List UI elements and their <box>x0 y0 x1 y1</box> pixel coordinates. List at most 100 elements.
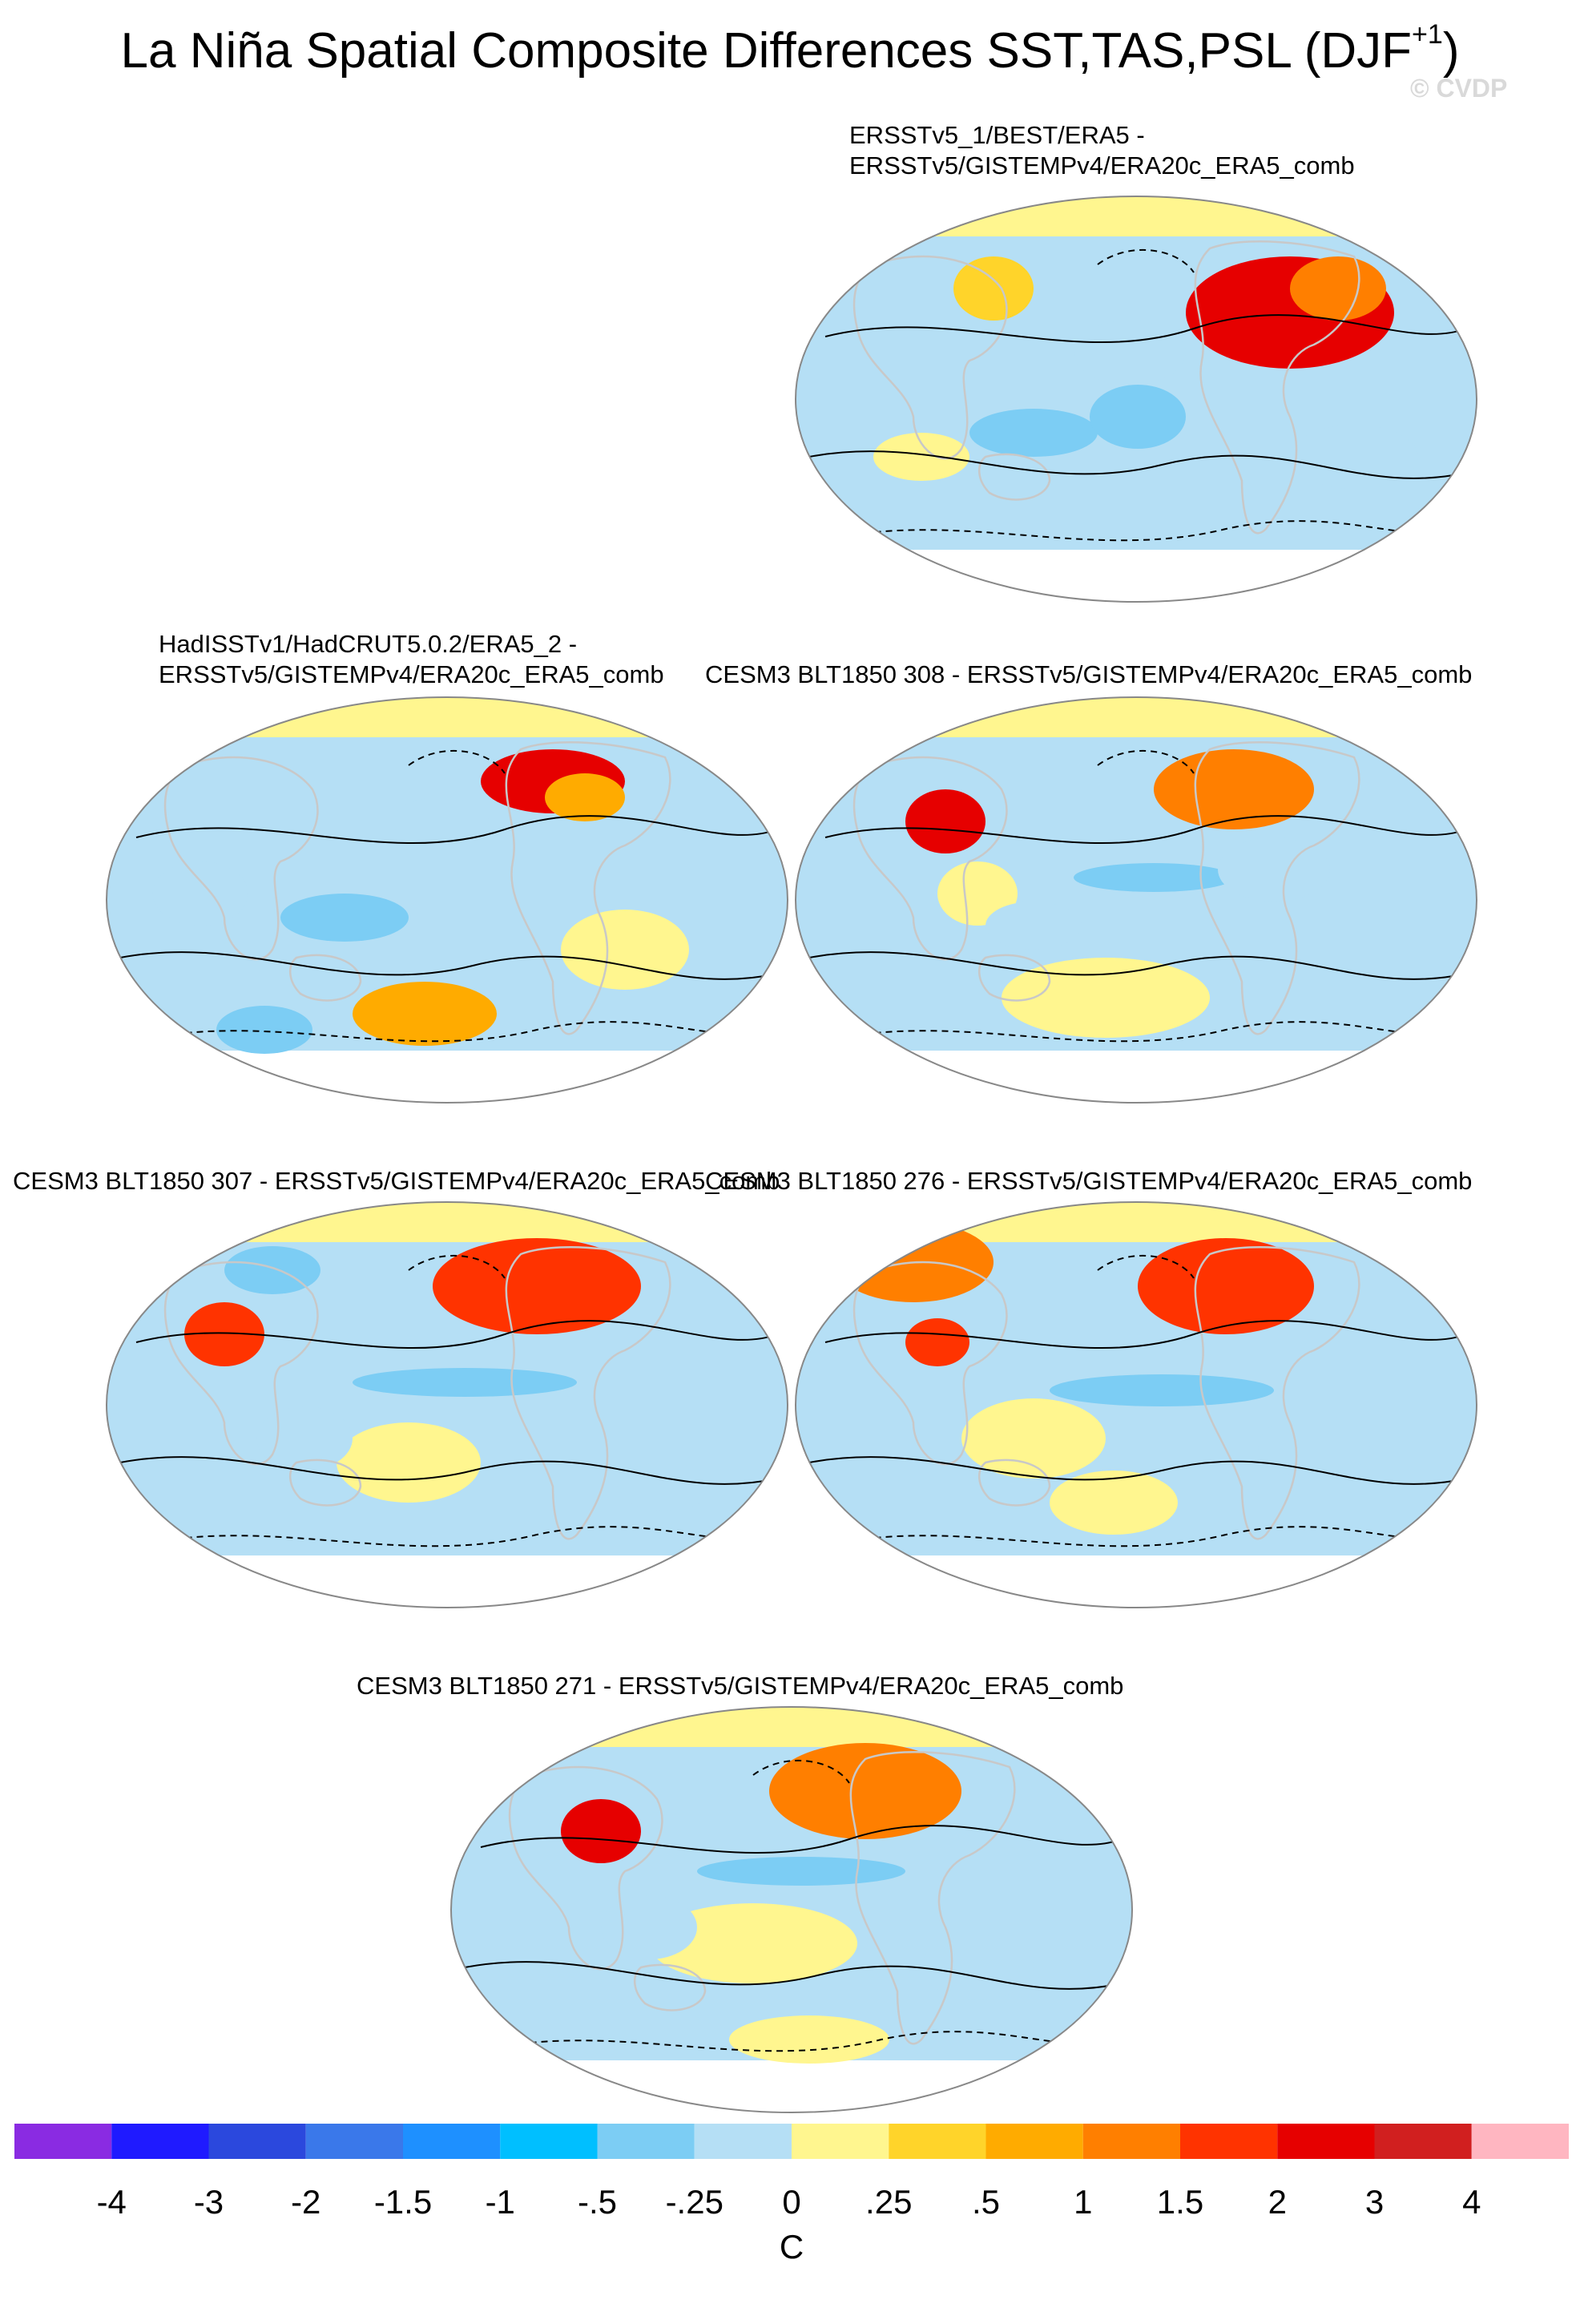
anomaly-region-2 <box>1290 256 1386 321</box>
colorbar-swatch-2 <box>111 2124 209 2159</box>
anomaly-region-3 <box>353 982 497 1046</box>
coastline-2 <box>163 756 319 961</box>
panel-4-title: CESM3 BLT1850 307 - ERSSTv5/GISTEMPv4/ER… <box>13 1167 780 1195</box>
arctic-band <box>796 697 1477 737</box>
colorbar-swatch-3 <box>208 2124 306 2159</box>
psl-contour-1 <box>135 1320 778 1350</box>
colorbar-swatch-14 <box>1277 2124 1375 2159</box>
anomaly-region-2 <box>769 1743 961 1839</box>
psl-contour-1 <box>480 1825 1123 1854</box>
colorbar-swatch-16 <box>1471 2124 1569 2159</box>
anomaly-region-5 <box>1050 1374 1274 1406</box>
psl-contour-4 <box>1097 1254 1195 1279</box>
colorbar-swatch-11 <box>985 2124 1083 2159</box>
coastline-1 <box>1194 741 1360 1035</box>
colorbar-tick-label: -2 <box>291 2183 320 2221</box>
coastline-1 <box>505 741 671 1035</box>
panel-3-title: CESM3 BLT1850 308 - ERSSTv5/GISTEMPv4/ER… <box>705 660 1473 688</box>
psl-contour-2 <box>808 1456 1467 1485</box>
coastline-3 <box>289 954 362 1002</box>
antarctic-band <box>451 2060 1132 2112</box>
antarctic-band <box>107 1051 788 1103</box>
coastline-3 <box>978 1459 1051 1507</box>
anomaly-region-6 <box>985 902 1082 950</box>
anomaly-region-7 <box>224 1246 320 1294</box>
panel-1-title: ERSSTv5_1/BEST/ERA5 - ERSSTv5/GISTEMPv4/… <box>849 121 1355 180</box>
map-frame <box>795 196 1477 603</box>
coastline-2 <box>852 1261 1008 1466</box>
anomaly-region-7 <box>393 797 489 845</box>
antarctic-band <box>796 550 1477 602</box>
anomaly-region-2 <box>184 1302 264 1366</box>
colorbar-tick-label: 1.5 <box>1157 2183 1203 2221</box>
panel-5-title: CESM3 BLT1850 276 - ERSSTv5/GISTEMPv4/ER… <box>705 1167 1473 1195</box>
map-frame <box>450 1706 1133 2113</box>
psl-contour-3 <box>151 1021 762 1043</box>
colorbar: -4 -3 -2 -1.5 -1 -.5 -.25 0 .25 .5 1 1.5 2 3 4 C <box>14 2124 1569 2265</box>
anomaly-region-3 <box>649 1903 857 1983</box>
colorbar-tick-label: -1.5 <box>374 2183 432 2221</box>
anomaly-region-4 <box>961 1398 1106 1479</box>
anomaly-region-7 <box>873 433 969 481</box>
coastline-2 <box>852 756 1008 961</box>
colorbar-swatch-10 <box>889 2124 986 2159</box>
map-background <box>796 697 1477 1103</box>
colorbar-tick-label: 4 <box>1462 2183 1481 2221</box>
colorbar-unit-label: C <box>780 2228 804 2265</box>
psl-contour-1 <box>824 314 1467 344</box>
antarctic-band <box>796 1051 1477 1103</box>
panel-3-map <box>795 696 1477 1103</box>
arctic-band <box>107 1202 788 1242</box>
coastline-2 <box>163 1261 319 1466</box>
panel-6-map <box>450 1706 1133 2113</box>
anomaly-region-6 <box>921 1935 1034 1999</box>
anomaly-region-5 <box>256 1406 353 1471</box>
psl-contour-1 <box>824 815 1467 845</box>
anomaly-region-6 <box>1290 425 1418 489</box>
colorbar-swatch-12 <box>1082 2124 1180 2159</box>
colorbar-tick-label: -.25 <box>666 2183 723 2221</box>
psl-contour-2 <box>808 450 1467 479</box>
panel-2-title: HadISSTv1/HadCRUT5.0.2/ERA5_2 - ERSSTv5/… <box>159 630 664 688</box>
psl-contour-2 <box>119 951 778 980</box>
panel-1-map <box>795 196 1477 603</box>
colorbar-tick-label: -4 <box>97 2183 127 2221</box>
arctic-band <box>107 697 788 737</box>
panel-2-map <box>106 696 788 1103</box>
coastline-1 <box>1194 1246 1360 1540</box>
psl-contour-4 <box>1097 248 1195 273</box>
anomaly-region-7 <box>1050 1471 1178 1535</box>
anomaly-region-6 <box>617 1463 713 1511</box>
psl-contour-2 <box>119 1456 778 1485</box>
arctic-band <box>796 1202 1477 1242</box>
coastline-2 <box>852 255 1008 460</box>
anomaly-region-8 <box>1074 321 1186 385</box>
colorbar-swatch-13 <box>1180 2124 1278 2159</box>
panel-6-title: CESM3 BLT1850 271 - ERSSTv5/GISTEMPv4/ER… <box>357 1672 1124 1700</box>
psl-contour-2 <box>808 951 1467 980</box>
psl-contour-3 <box>151 1526 762 1547</box>
coastline-1 <box>849 1751 1016 2045</box>
colorbar-tick-label: 0 <box>782 2183 800 2221</box>
figure-title: La Niña Spatial Composite Differences SS… <box>120 19 1460 79</box>
anomaly-region-4 <box>697 1857 905 1886</box>
anomaly-region-4 <box>561 910 689 990</box>
colorbar-tick-label: 2 <box>1268 2183 1287 2221</box>
colorbar-swatch-6 <box>500 2124 598 2159</box>
coastline-3 <box>634 1963 707 2011</box>
anomaly-region-1 <box>561 1799 641 1863</box>
anomaly-region-4 <box>353 1368 577 1397</box>
psl-contour-3 <box>840 520 1451 542</box>
coastline-3 <box>978 453 1051 501</box>
anomaly-region-6 <box>152 861 248 926</box>
arctic-band <box>451 1707 1132 1747</box>
anomaly-region-7 <box>1218 837 1330 902</box>
coastline-2 <box>508 1765 663 1971</box>
colorbar-swatch-1 <box>14 2124 112 2159</box>
colorbar-tick-label: 3 <box>1365 2183 1384 2221</box>
psl-contour-4 <box>408 1254 506 1279</box>
colorbar-tick-label: -3 <box>194 2183 224 2221</box>
colorbar-swatch-8 <box>694 2124 792 2159</box>
map-frame <box>106 1201 788 1608</box>
watermark: © CVDP <box>1410 74 1508 103</box>
